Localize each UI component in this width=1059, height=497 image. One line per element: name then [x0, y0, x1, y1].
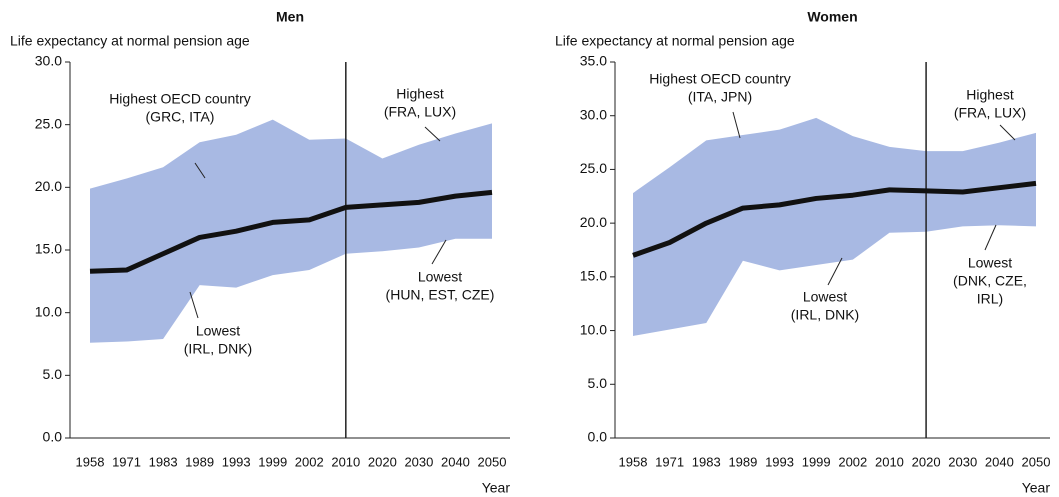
y-tick-label: 30.0: [580, 106, 607, 122]
annotation: (GRC, ITA): [146, 109, 215, 125]
y-tick-label: 0.0: [43, 429, 63, 445]
y-tick-label: 25.0: [35, 115, 62, 131]
annotation-leader: [194, 162, 206, 179]
annotation: (FRA, LUX): [384, 104, 456, 120]
annotation: Highest OECD country: [649, 71, 791, 87]
annotation-leader: [189, 291, 199, 319]
average-line: [89, 189, 493, 274]
annotation-leader: [827, 257, 843, 286]
annotation-leader: [732, 111, 741, 139]
x-tick-label: 1971: [655, 454, 684, 469]
x-tick-label: 1993: [222, 454, 251, 469]
y-tick-label: 20.0: [580, 214, 607, 230]
y-tick-label: 10.0: [580, 321, 607, 337]
x-tick-label: 2002: [838, 454, 867, 469]
x-tick-label: 2040: [985, 454, 1014, 469]
y-axis-label: Life expectancy at normal pension age: [555, 33, 795, 49]
y-tick-label: 5.0: [43, 366, 63, 382]
annotation: (HUN, EST, CZE): [386, 287, 495, 303]
annotation: (DNK, CZE,: [953, 273, 1027, 289]
chart: Men Life expectancy at normal pension age…: [10, 9, 510, 496]
x-tick-label: 2010: [875, 454, 904, 469]
y-tick-label: 30.0: [35, 53, 62, 69]
annotation: Highest: [396, 86, 444, 102]
x-tick-label: 2050: [478, 454, 507, 469]
chart-title: Men: [276, 9, 304, 25]
average-line: [632, 180, 1037, 258]
x-axis-label: Year: [1022, 480, 1051, 496]
x-tick-label: 1999: [802, 454, 831, 469]
y-axis-label: Life expectancy at normal pension age: [10, 33, 250, 49]
annotation: (IRL, DNK): [791, 307, 859, 323]
range-band: [633, 117, 1036, 336]
chart-title: Women: [807, 9, 857, 25]
x-tick-label: 1999: [258, 454, 287, 469]
x-tick-label: 2040: [441, 454, 470, 469]
x-tick-label: 1983: [149, 454, 178, 469]
y-tick-label: 35.0: [580, 53, 607, 69]
annotation: Lowest: [196, 323, 240, 339]
annotation: (FRA, LUX): [954, 105, 1026, 121]
annotation: (IRL, DNK): [184, 341, 252, 357]
x-tick-label: 1989: [185, 454, 214, 469]
x-tick-label: 2020: [912, 454, 941, 469]
x-tick-label: 2020: [368, 454, 397, 469]
x-tick-label: 2050: [1022, 454, 1051, 469]
x-tick-label: 1958: [619, 454, 648, 469]
annotation: (ITA, JPN): [688, 89, 752, 105]
annotation: Highest: [966, 87, 1014, 103]
x-tick-label: 1983: [692, 454, 721, 469]
x-tick-label: 2010: [331, 454, 360, 469]
annotation-leader: [984, 224, 997, 251]
x-tick-label: 2030: [404, 454, 433, 469]
annotation: Lowest: [968, 255, 1012, 271]
y-tick-label: 20.0: [35, 178, 62, 194]
y-tick-label: 0.0: [588, 429, 608, 445]
annotation-leader: [999, 124, 1016, 141]
x-tick-label: 1971: [112, 454, 141, 469]
x-tick-label: 1993: [765, 454, 794, 469]
annotation-leader: [424, 126, 441, 142]
annotation: Lowest: [803, 289, 847, 305]
y-tick-label: 15.0: [35, 241, 62, 257]
y-tick-label: 15.0: [580, 268, 607, 284]
annotation: IRL): [977, 291, 1003, 307]
x-tick-label: 2002: [295, 454, 324, 469]
y-tick-label: 5.0: [588, 375, 608, 391]
chart: Women Life expectancy at normal pension a…: [555, 9, 1050, 496]
x-tick-label: 1958: [76, 454, 105, 469]
annotation: Lowest: [418, 269, 462, 285]
x-axis-label: Year: [482, 480, 511, 496]
annotation-leader: [431, 239, 447, 265]
annotation: Highest OECD country: [109, 91, 251, 107]
y-tick-label: 25.0: [580, 160, 607, 176]
x-tick-label: 2030: [948, 454, 977, 469]
range-band: [90, 119, 492, 343]
x-tick-label: 1989: [728, 454, 757, 469]
y-tick-label: 10.0: [35, 303, 62, 319]
